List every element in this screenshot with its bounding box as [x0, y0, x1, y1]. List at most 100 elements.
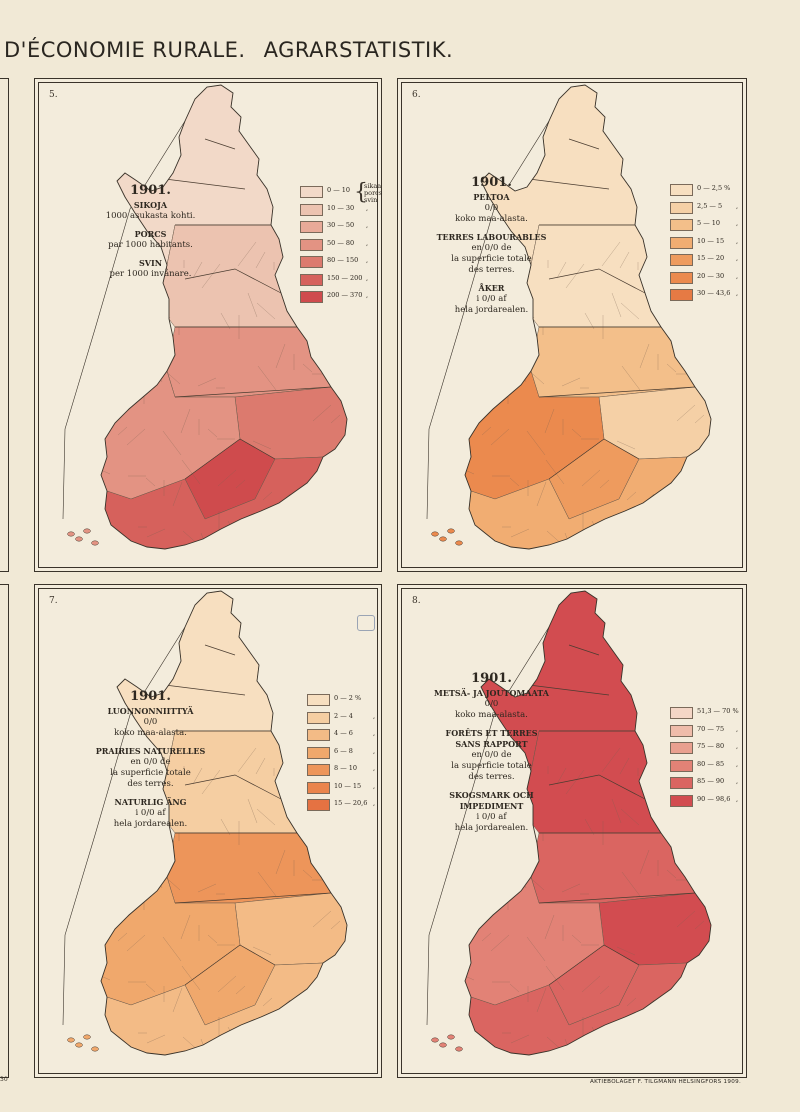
parish-boundary: [330, 414, 341, 424]
legend-swatch: [670, 254, 693, 266]
map-title-line: LUONNONNIITTYÄ: [107, 706, 194, 716]
legend-label: 150 — 200: [327, 273, 363, 282]
map-title-line: i 0/0 af: [476, 812, 507, 822]
parish-boundary: [545, 459, 565, 485]
map-title-line: 0/0: [143, 717, 158, 727]
district-boundaries: [164, 138, 332, 480]
parish-boundary: [584, 818, 595, 836]
legend-label: 5 — 10: [697, 219, 721, 227]
parish-boundary: [676, 910, 696, 928]
parish-boundary: [262, 491, 273, 501]
parish-boundary: [107, 881, 127, 891]
map-title-line: SIKOJA: [133, 200, 168, 210]
aland-island: [75, 536, 83, 542]
map-title-line: des terres.: [468, 265, 515, 275]
title-german: AGRARSTATISTIK.: [263, 38, 454, 62]
legend-swatch: [670, 184, 693, 196]
map-title-line: i 0/0 af: [476, 294, 507, 304]
aland-island: [431, 1037, 439, 1043]
parish-boundary: [145, 983, 156, 993]
aland-island: [83, 1034, 91, 1040]
aland-island: [75, 1042, 83, 1048]
parish-boundary: [235, 985, 246, 995]
legend-swatch: [300, 238, 323, 251]
parish-boundary: [619, 757, 630, 775]
parish-boundary: [172, 987, 183, 1013]
cropped-left-panel-bottom: [0, 584, 9, 1078]
legend-swatch: [300, 221, 323, 233]
title-spacer: [93, 790, 208, 797]
border-line: [426, 626, 550, 1026]
parish-boundary: [599, 479, 610, 489]
legend-ditto-mark: ,: [373, 729, 376, 737]
parish-boundary: [217, 469, 237, 487]
parish-boundary: [317, 546, 328, 549]
aland-island: [455, 540, 463, 546]
parish-boundary: [465, 465, 475, 475]
parish-boundary: [599, 985, 610, 995]
map-title-line: koko maa-alasta.: [455, 710, 528, 720]
parish-boundary: [236, 1036, 256, 1046]
parish-boundary: [152, 863, 163, 889]
aland-island: [67, 1037, 75, 1043]
title-spacer: [434, 783, 549, 790]
parish-boundary: [181, 459, 201, 485]
parish-boundary: [510, 528, 530, 538]
legend-unit-word: sikaa: [364, 182, 382, 190]
parish-boundary: [247, 798, 258, 824]
map-title-line: 0/0: [484, 699, 499, 709]
finland-map: [62, 590, 348, 1056]
legend-label: 200 — 370: [327, 291, 363, 299]
parish-boundary: [516, 357, 527, 383]
legend-swatch: [670, 724, 693, 737]
legend-swatch: [670, 236, 693, 249]
parish-boundary: [330, 920, 341, 930]
aland-island: [439, 536, 447, 542]
legend-ditto-mark: ,: [736, 236, 739, 245]
map-number: 5.: [49, 90, 58, 100]
aland-island: [91, 540, 99, 546]
legend-label: 51,3 — 70 %: [697, 707, 739, 715]
parish-boundary: [290, 542, 301, 549]
parish-boundary: [471, 375, 491, 385]
map-title-line: koko maa-alasta.: [455, 214, 528, 224]
parish-boundary: [545, 965, 565, 991]
printer-imprint: AKTIEBOLAGET F. TILGMANN HELSINGFORS 190…: [590, 1079, 742, 1085]
map-title-line: hela jordarealen.: [113, 819, 188, 829]
parish-boundary: [654, 1048, 665, 1055]
parish-boundary: [197, 883, 217, 893]
legend-ditto-mark: ,: [736, 794, 739, 803]
parish-boundary: [581, 975, 601, 993]
district-boundaries: [164, 644, 332, 986]
parish-boundary: [256, 302, 276, 320]
map-title-line: PELTOA: [473, 192, 510, 202]
legend-label: 90 — 98,6: [697, 794, 731, 803]
page-title: D'ÉCONOMIE RURALE. AGRARSTATISTIK.: [4, 38, 453, 62]
legend-label: 0 — 10: [327, 186, 351, 194]
map-title-line: hela jordarealen.: [454, 305, 529, 315]
parish-boundary: [125, 377, 136, 395]
parish-boundary: [465, 971, 475, 981]
parish-boundary: [656, 818, 676, 828]
legend-label: 80 — 150: [327, 256, 359, 264]
map-title-block: 1901. METSÄ- JA JOUTOMAATA 0/0 koko maa-ala…: [434, 670, 549, 834]
parish-boundary: [639, 343, 650, 369]
parish-boundary: [621, 871, 641, 897]
parish-boundary: [252, 440, 272, 450]
legend-ditto-mark: ,: [366, 256, 369, 264]
parish-boundary: [197, 377, 217, 387]
parish-boundary: [220, 818, 231, 836]
map-title-line: METSÄ- JA JOUTOMAATA: [434, 688, 549, 698]
parish-boundary: [275, 849, 286, 875]
map-title-line: SKOGSMARK OCH: [449, 790, 534, 800]
region-central: [530, 326, 696, 398]
legend-swatch: [307, 729, 330, 741]
legend-unit-note: sikaa porcs svin: [364, 183, 382, 204]
map-title-line: la superficie totale: [451, 254, 532, 264]
map-title-line: en 0/0 de: [471, 750, 512, 760]
map-title-line: ÅKER: [478, 283, 505, 293]
legend-ditto-mark: ,: [366, 238, 369, 247]
map-frame: [401, 82, 743, 568]
parish-boundary: [556, 261, 567, 279]
parish-boundary: [126, 428, 146, 446]
